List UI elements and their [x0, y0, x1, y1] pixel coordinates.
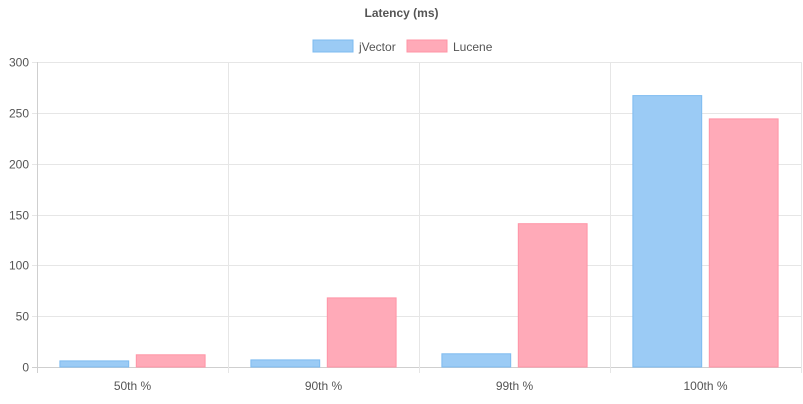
- legend-item-lucene[interactable]: Lucene: [406, 39, 493, 54]
- y-tick-label-300: 300: [9, 56, 29, 70]
- bar-lucene-100th[interactable]: [708, 118, 779, 368]
- legend-label-lucene: Lucene: [453, 40, 493, 54]
- legend: jVector Lucene: [312, 39, 493, 54]
- bar-jvector-90th[interactable]: [250, 359, 321, 368]
- bar-lucene-99th[interactable]: [517, 223, 588, 368]
- chart-title: Latency (ms): [364, 6, 438, 20]
- y-tick-label-0: 0: [22, 361, 29, 375]
- x-tick-label-50th: 50th %: [114, 379, 152, 393]
- y-tick-label-200: 200: [9, 158, 29, 172]
- legend-swatch-jvector: [312, 39, 354, 53]
- x-tick-label-100th: 100th %: [683, 379, 727, 393]
- y-tick-label-50: 50: [16, 310, 30, 324]
- gridlines: [32, 62, 802, 373]
- legend-swatch-lucene: [406, 39, 448, 53]
- bar-jvector-100th[interactable]: [632, 95, 703, 368]
- bars: [59, 95, 779, 368]
- bar-lucene-90th[interactable]: [326, 297, 397, 368]
- legend-label-jvector: jVector: [358, 40, 396, 54]
- y-tick-label-100: 100: [9, 259, 29, 273]
- y-tick-label-150: 150: [9, 209, 29, 223]
- x-tick-label-99th: 99th %: [496, 379, 534, 393]
- x-tick-label-90th: 90th %: [305, 379, 343, 393]
- bar-jvector-50th[interactable]: [59, 360, 130, 368]
- y-axis: 0 50 100 150 200 250 300: [9, 56, 29, 375]
- bar-lucene-50th[interactable]: [135, 354, 206, 368]
- bar-jvector-99th[interactable]: [441, 353, 512, 368]
- x-axis: 50th % 90th % 99th % 100th %: [114, 379, 728, 393]
- legend-item-jvector[interactable]: jVector: [312, 39, 396, 54]
- y-tick-label-250: 250: [9, 107, 29, 121]
